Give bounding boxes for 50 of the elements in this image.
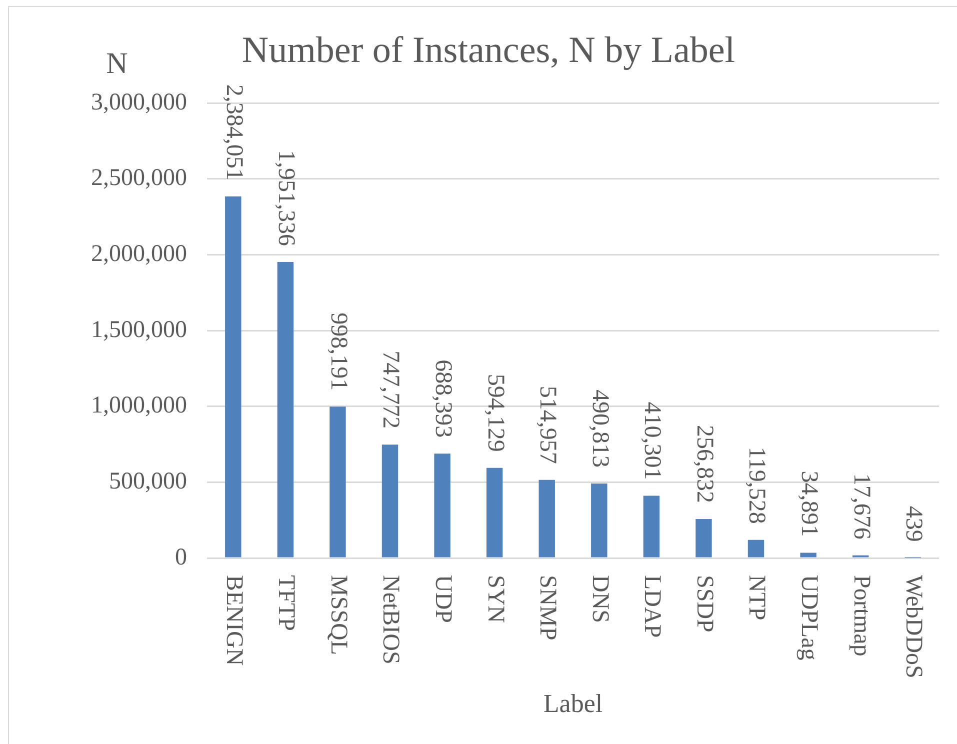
bar: [696, 519, 712, 558]
bar: [643, 496, 660, 558]
bar: [277, 262, 294, 558]
x-tick-label: MSSQL: [325, 575, 352, 656]
chart-title: Number of Instances, N by Label: [242, 30, 736, 71]
x-tick-label: UDP: [430, 575, 456, 624]
y-tick-label: 0: [175, 544, 187, 570]
data-label: 119,528: [744, 446, 770, 524]
x-tick-label: LDAP: [639, 575, 666, 638]
x-tick-label: UDPLag: [796, 575, 822, 660]
data-label: 17,676: [848, 473, 874, 540]
x-tick-label: DNS: [586, 575, 613, 624]
bar: [800, 552, 816, 558]
data-label: 594,129: [482, 374, 508, 452]
data-label: 998,191: [325, 312, 352, 391]
bar: [330, 406, 346, 558]
x-tick-label: SNMP: [534, 575, 561, 640]
data-label: 410,301: [639, 402, 666, 480]
bar: [538, 480, 555, 558]
y-tick-label: 2,500,000: [91, 165, 187, 192]
y-tick-label: 2,000,000: [91, 240, 187, 267]
bar: [486, 468, 503, 558]
x-tick-label: WebDDoS: [900, 575, 927, 678]
y-axis-title: N: [106, 47, 128, 80]
x-tick-label: SSDP: [691, 575, 718, 632]
bar: [225, 196, 242, 558]
y-tick-label: 3,000,000: [91, 89, 187, 116]
data-label: 34,891: [796, 470, 822, 537]
x-tick-label: Portmap: [848, 575, 874, 656]
x-tick-label: NetBIOS: [378, 575, 404, 664]
data-label: 256,832: [691, 425, 718, 504]
bar: [748, 540, 764, 558]
bar: [434, 454, 450, 558]
data-label: 688,393: [430, 360, 456, 438]
data-label: 2,384,051: [220, 84, 247, 180]
x-tick-label: NTP: [744, 575, 770, 620]
data-label: 439: [900, 506, 927, 542]
bar: [382, 444, 398, 558]
data-label: 1,951,336: [273, 150, 300, 246]
data-label: 514,957: [534, 386, 561, 464]
data-label: 747,772: [378, 350, 404, 429]
x-tick-label: TFTP: [273, 575, 300, 632]
data-label: 490,813: [586, 390, 613, 468]
x-tick-label: SYN: [482, 575, 508, 624]
y-tick-label: 500,000: [109, 468, 187, 494]
y-tick-label: 1,500,000: [91, 316, 187, 343]
x-tick-label: BENIGN: [220, 575, 247, 666]
bar: [591, 484, 608, 558]
x-axis-title: Label: [543, 689, 603, 718]
y-tick-label: 1,000,000: [91, 392, 187, 419]
